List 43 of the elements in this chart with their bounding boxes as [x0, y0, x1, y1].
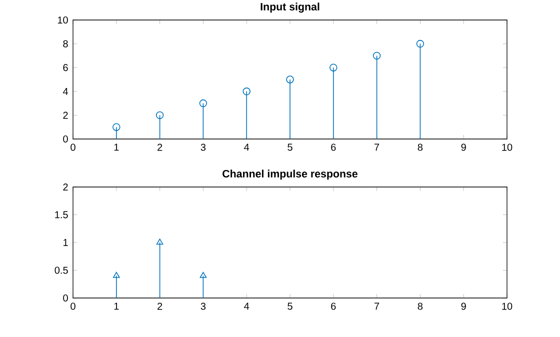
- x-tick-label: 9: [461, 144, 466, 151]
- x-tick-label: 6: [331, 144, 336, 151]
- point: [112, 123, 120, 131]
- x-tick-label: 1: [114, 302, 119, 310]
- x-tick-label: 1: [114, 144, 119, 151]
- chart-title: Channel impulse response: [222, 170, 358, 180]
- x-tick-label: 7: [374, 302, 380, 310]
- point: [199, 99, 208, 108]
- y-tick-label: 2: [63, 184, 68, 190]
- x-tick-label: 8: [418, 144, 423, 151]
- y-tick-label: 0.5: [54, 266, 68, 274]
- y-tick-label: 8: [63, 40, 68, 48]
- x-tick-label: 3: [200, 144, 206, 151]
- y-tick-label: 0: [63, 294, 68, 302]
- y-tick-label: 4: [62, 88, 68, 95]
- x-tick-label: 7: [374, 144, 380, 151]
- x-tick-label: 4: [244, 302, 250, 310]
- x-tick-label: 10: [502, 302, 512, 310]
- point: [286, 76, 294, 84]
- point: [242, 88, 250, 96]
- x-tick-label: 3: [200, 302, 206, 310]
- x-tick-label: 5: [288, 302, 292, 310]
- y-tick-label: 6: [63, 64, 68, 72]
- x-tick-label: 6: [331, 302, 336, 310]
- x-tick-label: 0: [70, 144, 76, 151]
- y-tick-label: 1.5: [55, 211, 68, 218]
- x-tick-label: 2: [158, 302, 162, 310]
- y-tick-label: 2: [63, 112, 68, 119]
- point: [372, 52, 381, 60]
- chart-title: Input signal: [260, 2, 320, 13]
- y-tick-label: 1: [63, 239, 68, 246]
- y-tick-label: 0: [63, 135, 68, 143]
- x-tick-label: 2: [158, 144, 162, 151]
- x-tick-label: 4: [244, 144, 250, 151]
- x-tick-label: 9: [461, 302, 466, 310]
- point: [416, 40, 424, 48]
- x-tick-label: 5: [288, 144, 292, 151]
- point: [156, 111, 164, 120]
- point: [330, 64, 338, 72]
- x-tick-label: 8: [418, 302, 423, 310]
- x-tick-label: 10: [502, 144, 512, 151]
- y-tick-label: 10: [58, 16, 68, 24]
- x-tick-label: 0: [70, 302, 76, 310]
